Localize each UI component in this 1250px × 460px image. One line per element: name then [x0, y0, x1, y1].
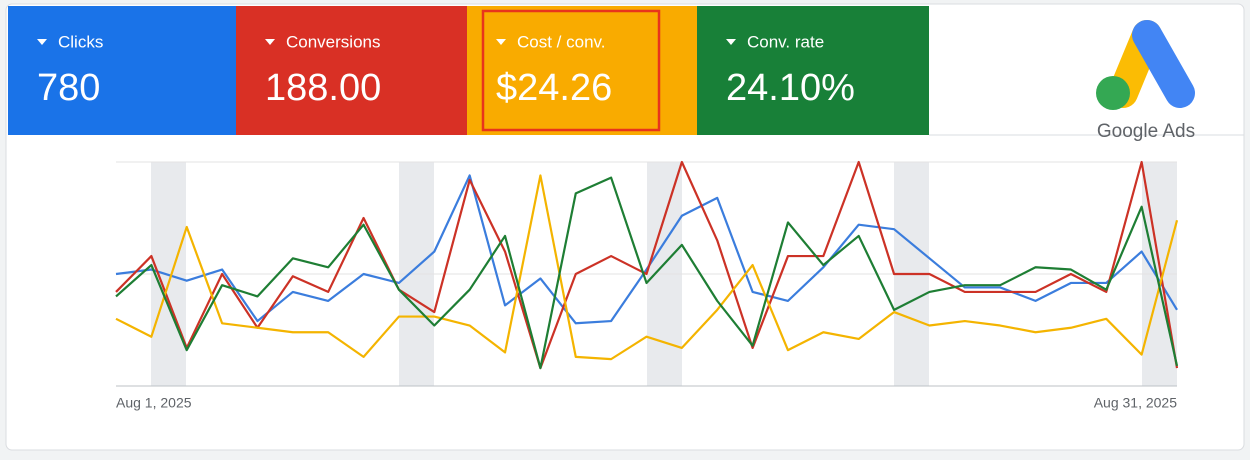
tile-value: $24.26 — [496, 67, 612, 109]
tile-value: 24.10% — [726, 67, 855, 109]
tile-label: Conversions — [286, 32, 381, 51]
google-ads-logo — [1096, 20, 1195, 110]
tile-label: Clicks — [58, 32, 103, 51]
dropdown-icon — [265, 39, 275, 45]
x-tick-label: Aug 31, 2025 — [1094, 395, 1178, 411]
tile-bg — [236, 6, 467, 135]
series-line — [115, 174, 1178, 325]
logo-green — [1096, 76, 1130, 110]
tile-bg — [697, 6, 929, 135]
series-line — [115, 160, 1179, 370]
tile-label: Conv. rate — [747, 32, 824, 51]
tile-value: 188.00 — [265, 67, 381, 109]
plot: Aug 1, 2025 Aug 31, 2025 — [115, 160, 1179, 411]
kpi-tile: Conversions 188.00 — [236, 6, 467, 135]
series-line — [115, 176, 1179, 370]
dropdown-icon — [726, 39, 736, 45]
selection-box — [481, 9, 661, 132]
kpi-tile: Cost / conv. $24.26 — [467, 6, 697, 135]
x-tick-label: Aug 1, 2025 — [116, 395, 192, 411]
kpi-tile: Clicks 780 — [8, 6, 236, 135]
tile-bg — [8, 6, 236, 135]
logo-blue — [1132, 20, 1195, 108]
kpi-tiles: Clicks 780 Conversions 188.00 Cost / conv. $2… — [8, 6, 929, 135]
kpi-tile: Conv. rate 24.10% — [697, 6, 929, 135]
tile-value: 780 — [37, 67, 100, 109]
tile-label: Cost / conv. — [517, 32, 606, 51]
logo-text: Google Ads — [1097, 121, 1195, 142]
dropdown-icon — [37, 39, 47, 45]
series-line — [115, 174, 1179, 361]
dropdown-icon — [496, 39, 506, 45]
